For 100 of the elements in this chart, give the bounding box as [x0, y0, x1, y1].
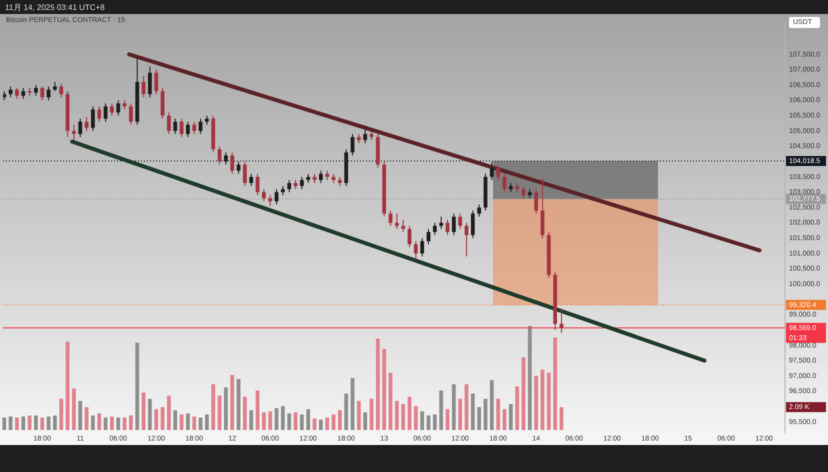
bar [135, 342, 140, 430]
candlestick [142, 75, 146, 98]
candlestick [204, 115, 209, 126]
bar [53, 415, 57, 430]
bar [224, 387, 228, 430]
candlestick [294, 179, 298, 190]
bar [344, 394, 348, 430]
bar [540, 370, 544, 430]
candlestick [350, 133, 354, 156]
bar [28, 415, 32, 430]
bar [167, 396, 171, 430]
bar [2, 418, 6, 430]
bar [382, 348, 386, 430]
candlestick [78, 118, 82, 138]
bar [40, 418, 44, 430]
bar [280, 406, 285, 430]
candlestick [262, 188, 266, 202]
bar [477, 407, 482, 430]
bar [332, 414, 336, 430]
candlestick [274, 188, 278, 205]
bar [338, 410, 342, 430]
candlestick [116, 100, 120, 116]
candlestick [97, 106, 102, 122]
bar [142, 392, 146, 430]
bar [546, 372, 551, 430]
bar [376, 338, 380, 430]
bar [515, 386, 520, 430]
bar [274, 408, 278, 430]
candlestick [91, 106, 95, 132]
bar [8, 416, 12, 430]
candlestick [470, 210, 475, 239]
bar [262, 412, 266, 430]
candlestick [148, 66, 152, 98]
candlestick [287, 179, 292, 193]
bar [496, 398, 500, 430]
bar [173, 410, 178, 430]
bar [300, 414, 304, 430]
candlestick [318, 170, 323, 184]
bar [78, 400, 82, 430]
bar [458, 398, 462, 430]
bar [15, 418, 19, 430]
candlestick [198, 118, 202, 134]
candlestick [426, 228, 430, 245]
bar [318, 420, 323, 430]
candlestick [129, 102, 133, 126]
candlestick [534, 188, 538, 214]
candlestick [356, 133, 361, 144]
candlestick [249, 173, 254, 187]
candlestick [363, 126, 368, 144]
bar [401, 404, 406, 430]
bar [484, 398, 488, 430]
bar [59, 398, 64, 430]
bar [97, 413, 102, 430]
bar [490, 380, 494, 430]
bar [84, 407, 88, 430]
candlestick [72, 124, 76, 141]
candlestick [236, 161, 240, 174]
bar [414, 406, 418, 430]
bar [287, 413, 292, 430]
bar [502, 409, 506, 430]
bar [154, 409, 158, 430]
bar [21, 416, 26, 430]
bar [198, 418, 202, 430]
bar [236, 379, 240, 430]
candlestick [452, 213, 456, 236]
candlestick [414, 240, 418, 260]
candlestick [464, 222, 468, 257]
bar [72, 388, 76, 430]
candlestick [446, 219, 450, 236]
candlestick [3, 90, 6, 101]
bar [370, 398, 374, 430]
bar [426, 415, 430, 430]
candlestick [15, 88, 19, 100]
bar [388, 372, 392, 430]
candlestick [186, 121, 190, 138]
bar [104, 418, 108, 430]
candlestick [192, 121, 196, 134]
bar [116, 418, 120, 430]
candlestick [502, 173, 506, 193]
candlestick [432, 222, 437, 236]
candlestick [180, 118, 184, 138]
candlestick [560, 308, 564, 334]
chart-subtitle: 11月 14, 2025 03:41 UTC+8 [5, 2, 105, 13]
candlestick [458, 213, 462, 230]
bar [110, 416, 114, 430]
candlestick [104, 102, 108, 122]
bar [508, 404, 513, 430]
candlestick [167, 112, 171, 134]
bar [312, 418, 316, 430]
bar [350, 378, 354, 430]
bar [180, 414, 184, 430]
bar [522, 357, 526, 430]
candlestick [496, 164, 500, 180]
candlestick [84, 116, 88, 132]
candlestick [21, 88, 26, 100]
bar [470, 394, 475, 430]
bar [148, 398, 152, 430]
bar [204, 414, 209, 430]
bar [66, 342, 70, 430]
candlestick [40, 86, 44, 101]
